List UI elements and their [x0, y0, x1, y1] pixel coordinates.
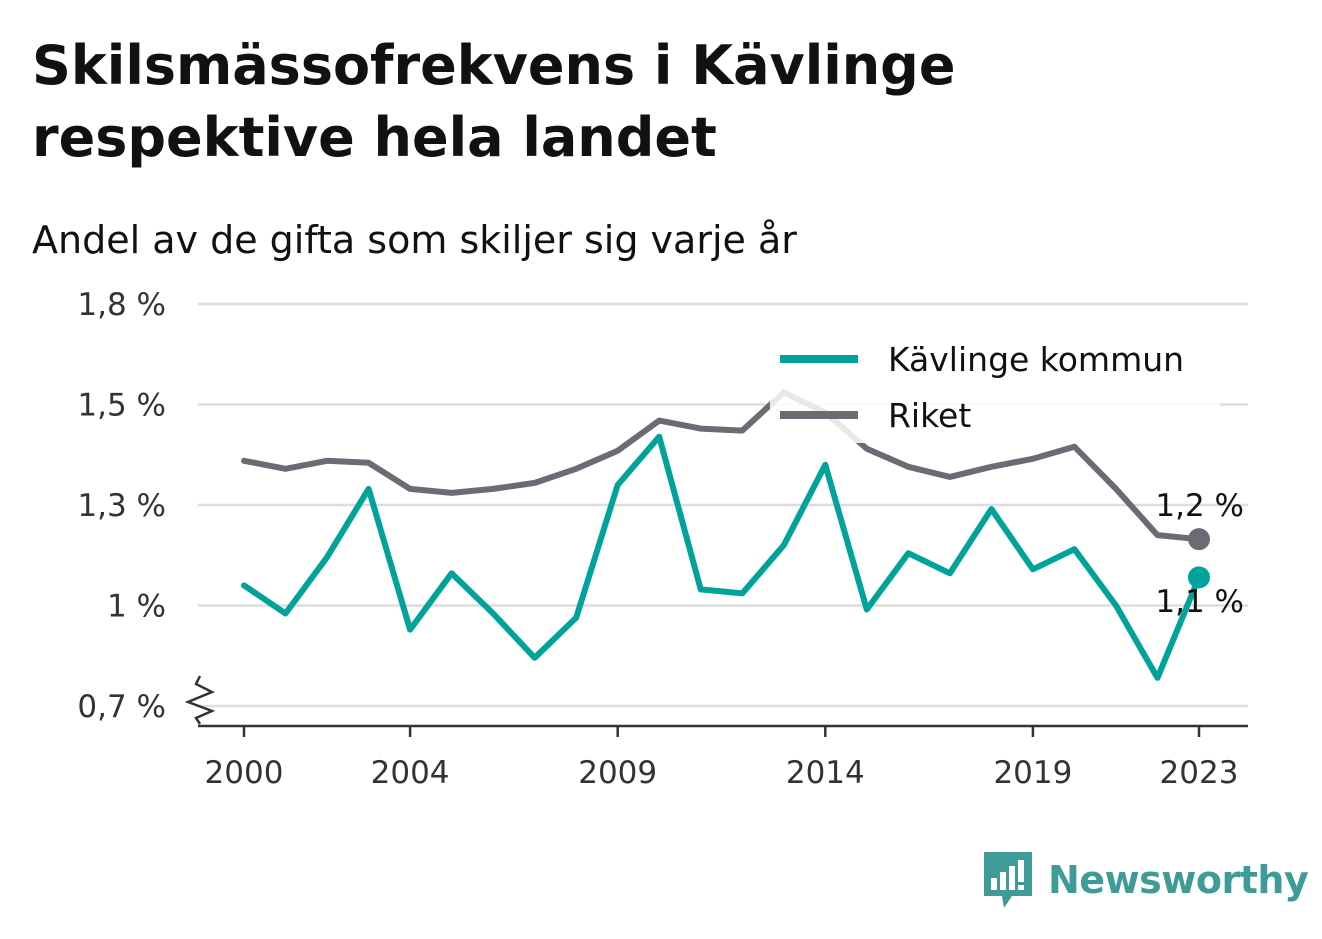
x-tick-label: 2023	[1160, 755, 1239, 791]
legend-label: Kävlinge kommun	[888, 340, 1184, 379]
x-tick-label: 2004	[371, 755, 450, 791]
series-line-riket	[241, 389, 1202, 543]
series-line-kavlinge	[241, 433, 1202, 681]
x-tick-label: 2014	[786, 755, 865, 791]
y-tick-label: 1,5 %	[77, 388, 166, 424]
chart-subtitle: Andel av de gifta som skiljer sig varje …	[32, 218, 797, 262]
end-point-riket	[1188, 528, 1210, 551]
y-tick-label: 1,3 %	[77, 488, 166, 524]
legend: Kävlinge kommun Riket	[770, 335, 1220, 443]
axis-break-icon	[184, 675, 216, 725]
end-point-kavlinge	[1188, 566, 1210, 589]
y-tick-label: 1 %	[107, 589, 166, 625]
y-tick-label: 1,8 %	[77, 287, 166, 323]
brand-name: Newsworthy	[1048, 858, 1309, 902]
x-tick-label: 2009	[578, 755, 657, 791]
legend-label: Riket	[888, 396, 971, 435]
series-lines	[241, 389, 1210, 681]
y-tick-label: 0,7 %	[77, 689, 166, 725]
chart-title: Skilsmässofrekvens i Kävlinge respektive…	[32, 34, 956, 169]
newsworthy-bars-icon	[984, 852, 1032, 908]
legend-background	[770, 335, 1220, 443]
end-label-kavlinge: 1,1 %	[1155, 584, 1244, 620]
newsworthy-logo: Newsworthy	[982, 850, 1309, 910]
end-labels: 1,2 % 1,1 %	[1155, 488, 1244, 620]
x-tick-label: 2019	[993, 755, 1072, 791]
end-label-riket: 1,2 %	[1155, 488, 1244, 524]
x-tick-label: 2000	[205, 755, 284, 791]
axes: 0,7 % 1 % 1,3 % 1,5 % 1,8 % 2000 2004 2009 2014 2…	[77, 287, 1248, 791]
